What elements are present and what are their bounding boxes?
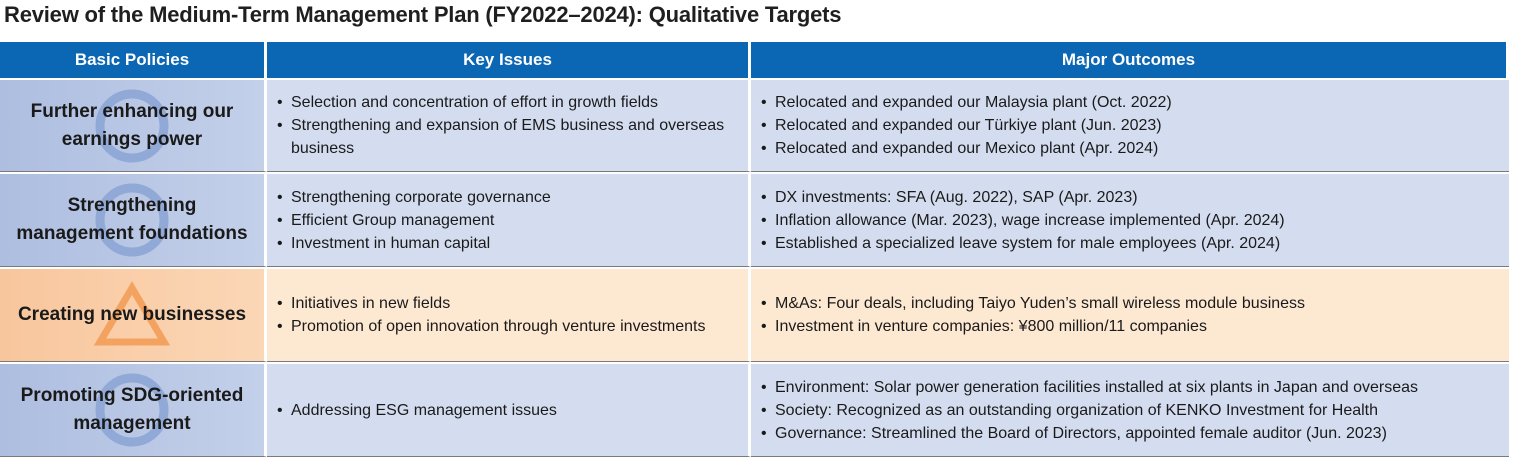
issues-cell: Selection and concentration of effort in… bbox=[267, 78, 751, 172]
header-key-issues: Key Issues bbox=[267, 42, 751, 78]
page-title: Review of the Medium-Term Management Pla… bbox=[4, 2, 842, 27]
outcomes-cell: M&As: Four deals, including Taiyo Yuden’… bbox=[751, 267, 1509, 362]
outcome-item: Society: Recognized as an outstanding or… bbox=[761, 399, 1418, 422]
header-major-outcomes: Major Outcomes bbox=[751, 42, 1509, 78]
outcomes-cell: DX investments: SFA (Aug. 2022), SAP (Ap… bbox=[751, 172, 1509, 267]
policy-cell-new-businesses: Creating new businesses bbox=[0, 267, 267, 362]
triangle-icon bbox=[93, 281, 171, 346]
outcomes-cell: Relocated and expanded our Malaysia plan… bbox=[751, 78, 1509, 172]
issue-item: Selection and concentration of effort in… bbox=[277, 91, 748, 114]
issues-cell: Addressing ESG management issues bbox=[267, 362, 751, 457]
issue-item: Strengthening corporate governance bbox=[277, 186, 551, 209]
policy-label-line: Further enhancing our bbox=[30, 100, 234, 122]
issue-item: Investment in human capital bbox=[277, 232, 551, 255]
policy-cell-foundations: Strengthening management foundations bbox=[0, 172, 267, 267]
policy-cell-earnings: Further enhancing our earnings power bbox=[0, 78, 267, 172]
issue-item: Promotion of open innovation through ven… bbox=[277, 315, 705, 338]
issue-item: Addressing ESG management issues bbox=[277, 399, 557, 422]
policy-label: Creating new businesses bbox=[18, 301, 246, 329]
outcome-item: Investment in venture companies: ¥800 mi… bbox=[761, 315, 1305, 338]
outcome-item: Relocated and expanded our Malaysia plan… bbox=[761, 91, 1172, 114]
issues-cell: Strengthening corporate governance Effic… bbox=[267, 172, 751, 267]
header-basic-policies: Basic Policies bbox=[0, 42, 267, 78]
policy-label: Promoting SDG-oriented management bbox=[21, 382, 244, 438]
policy-label-line: Strengthening bbox=[67, 195, 197, 216]
issue-item: Efficient Group management bbox=[277, 209, 551, 232]
circle-icon bbox=[95, 183, 169, 257]
circle-icon bbox=[95, 89, 169, 162]
policy-label-line: earnings power bbox=[61, 128, 203, 150]
policy-label: Further enhancing our earnings power bbox=[31, 98, 234, 154]
policy-cell-sdg: Promoting SDG-oriented management bbox=[0, 362, 267, 457]
outcomes-cell: Environment: Solar power generation faci… bbox=[751, 362, 1509, 457]
issues-cell: Initiatives in new fields Promotion of o… bbox=[267, 267, 751, 362]
outcome-item: Relocated and expanded our Türkiye plant… bbox=[761, 114, 1172, 137]
outcome-item: M&As: Four deals, including Taiyo Yuden’… bbox=[761, 292, 1305, 315]
outcome-item: Relocated and expanded our Mexico plant … bbox=[761, 137, 1172, 160]
targets-table: Basic Policies Key Issues Major Outcomes… bbox=[0, 42, 1509, 457]
outcome-item: Inflation allowance (Mar. 2023), wage in… bbox=[761, 209, 1285, 232]
circle-icon bbox=[95, 373, 169, 447]
policy-label: Strengthening management foundations bbox=[16, 192, 247, 248]
outcome-item: Governance: Streamlined the Board of Dir… bbox=[761, 422, 1418, 445]
policy-label-line: management foundations bbox=[16, 223, 248, 244]
outcome-item: Environment: Solar power generation faci… bbox=[761, 376, 1418, 399]
outcome-item: DX investments: SFA (Aug. 2022), SAP (Ap… bbox=[761, 186, 1285, 209]
issue-item: Initiatives in new fields bbox=[277, 292, 705, 315]
policy-label-line: management bbox=[73, 413, 191, 434]
issue-item: Strengthening and expansion of EMS busin… bbox=[277, 114, 748, 160]
policy-label-line: Creating new businesses bbox=[17, 304, 247, 325]
outcome-item: Established a specialized leave system f… bbox=[761, 232, 1285, 255]
policy-label-line: Promoting SDG-oriented bbox=[20, 385, 244, 406]
